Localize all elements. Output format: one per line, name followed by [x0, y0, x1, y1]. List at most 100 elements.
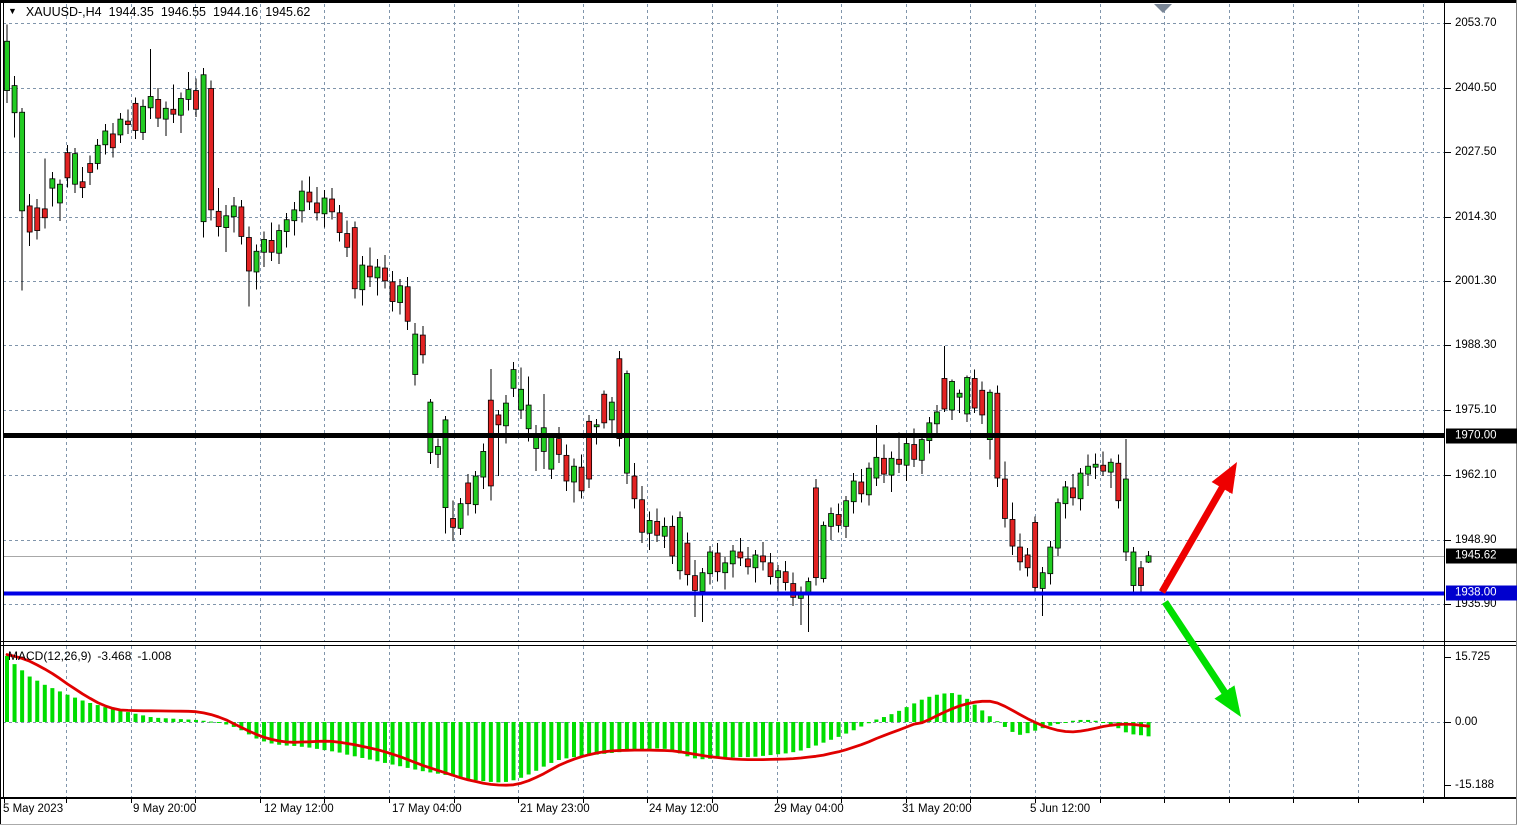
bear-candle	[941, 378, 948, 410]
bull-candle	[442, 419, 449, 509]
macd-histogram-bar	[1131, 722, 1136, 735]
macd-histogram-bar	[375, 722, 380, 762]
price-level-badge: 1938.00	[1446, 585, 1517, 601]
bear-candle	[246, 237, 252, 272]
bull-candle	[321, 197, 328, 215]
bull-candle	[820, 524, 827, 580]
macd-histogram-bar	[866, 722, 871, 724]
macd-histogram-bar	[1139, 722, 1143, 736]
bull-candle	[533, 436, 540, 449]
macd-histogram-bar	[1093, 720, 1098, 722]
bull-candle	[102, 130, 109, 146]
macd-histogram-bar	[246, 722, 251, 735]
macd-histogram-bar	[919, 699, 924, 722]
macd-histogram-bar	[413, 722, 418, 770]
macd-histogram-bar	[685, 722, 690, 757]
bear-candle	[170, 108, 177, 115]
macd-histogram-bar	[942, 693, 947, 722]
bear-candle	[578, 466, 585, 492]
bullish-arrow-head	[1211, 462, 1237, 494]
bull-candle	[147, 96, 154, 109]
macd-histogram-bar	[647, 722, 652, 749]
price-axis-label: 2040.50	[1455, 82, 1497, 95]
bear-candle	[329, 198, 335, 213]
bull-candle	[843, 500, 850, 527]
macd-histogram-bar	[42, 684, 47, 722]
bear-candle	[306, 191, 313, 203]
macd-histogram-bar	[579, 722, 584, 757]
macd-histogram-bar	[57, 691, 62, 722]
bull-candle	[72, 153, 78, 185]
bear-candle	[1009, 519, 1016, 547]
macd-histogram-bar	[617, 722, 622, 753]
time-axis-label: 9 May 20:00	[133, 803, 197, 815]
price-axis-label: 2014.30	[1455, 211, 1497, 224]
macd-histogram-bar	[73, 697, 78, 722]
macd-histogram-bar	[972, 704, 977, 722]
bull-candle	[291, 209, 298, 222]
bull-candle	[873, 456, 880, 479]
macd-histogram-bar	[829, 722, 834, 740]
bullish-arrow[interactable]	[1158, 462, 1237, 594]
bull-candle	[1130, 551, 1137, 586]
bull-candle	[986, 391, 993, 440]
bear-candle	[1138, 567, 1144, 586]
macd-histogram-bar	[156, 717, 161, 722]
bear-candle	[41, 208, 48, 219]
macd-histogram-bar	[556, 722, 561, 761]
bull-candle	[374, 266, 381, 279]
macd-histogram-bar	[216, 722, 221, 723]
macd-histogram-bar	[125, 712, 130, 722]
bull-candle	[540, 427, 547, 452]
bull-candle	[480, 451, 487, 478]
bearish-arrow[interactable]	[1162, 600, 1241, 717]
bear-candle	[911, 444, 918, 460]
bear-candle	[208, 88, 215, 211]
bull-candle	[49, 178, 56, 189]
price-level-badge: 1970.00	[1446, 428, 1517, 444]
macd-histogram-bar	[677, 722, 682, 754]
macd-histogram-bar	[330, 722, 335, 752]
macd-histogram-bar	[851, 722, 856, 731]
time-axis-label: 31 May 20:00	[902, 803, 972, 815]
macd-histogram-bar	[723, 722, 728, 758]
bearish-arrow-shaft	[1162, 600, 1231, 699]
bull-candle	[1107, 461, 1114, 473]
bull-candle	[253, 250, 260, 273]
macd-histogram-bar	[360, 722, 365, 758]
macd-histogram-bar	[496, 722, 501, 783]
bull-candle	[94, 144, 101, 164]
grid-lines	[3, 4, 1444, 797]
macd-histogram-bar	[1101, 722, 1106, 723]
bull-candle	[1039, 572, 1046, 589]
macd-histogram-bar	[103, 707, 108, 722]
time-axis-label: 5 May 2023	[3, 803, 64, 815]
macd-histogram-bar	[1123, 722, 1128, 733]
bull-candle	[283, 219, 290, 232]
bull-candle	[1145, 555, 1152, 563]
bear-candle	[26, 205, 33, 233]
macd-histogram-bar	[745, 722, 750, 758]
macd-histogram-bar	[776, 722, 781, 755]
bear-candle	[1032, 522, 1039, 588]
macd-histogram-bar	[451, 722, 456, 777]
bull-candle	[593, 424, 600, 428]
bull-candle	[185, 89, 192, 100]
symbol-dropdown-icon[interactable]: ▼	[8, 6, 17, 16]
bull-candle	[472, 475, 479, 506]
bull-candle	[722, 562, 729, 574]
chart-shift-marker-icon[interactable]	[1154, 4, 1172, 13]
bear-candle	[1115, 462, 1122, 502]
bear-candle	[238, 206, 245, 237]
bear-candle	[336, 212, 343, 233]
macd-histogram-bar	[965, 698, 970, 722]
macd-histogram-bar	[624, 722, 629, 752]
price-axis-label: 2053.70	[1455, 17, 1497, 29]
macd-histogram-bar	[133, 713, 138, 722]
bear-candle	[586, 420, 593, 480]
macd-histogram-bar	[299, 722, 304, 747]
top-border	[0, 0, 1517, 3]
symbol-timeframe-label[interactable]: XAUUSD-,H4	[25, 5, 102, 19]
